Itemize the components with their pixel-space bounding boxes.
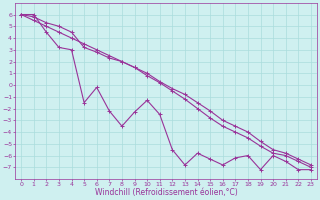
- X-axis label: Windchill (Refroidissement éolien,°C): Windchill (Refroidissement éolien,°C): [95, 188, 237, 197]
